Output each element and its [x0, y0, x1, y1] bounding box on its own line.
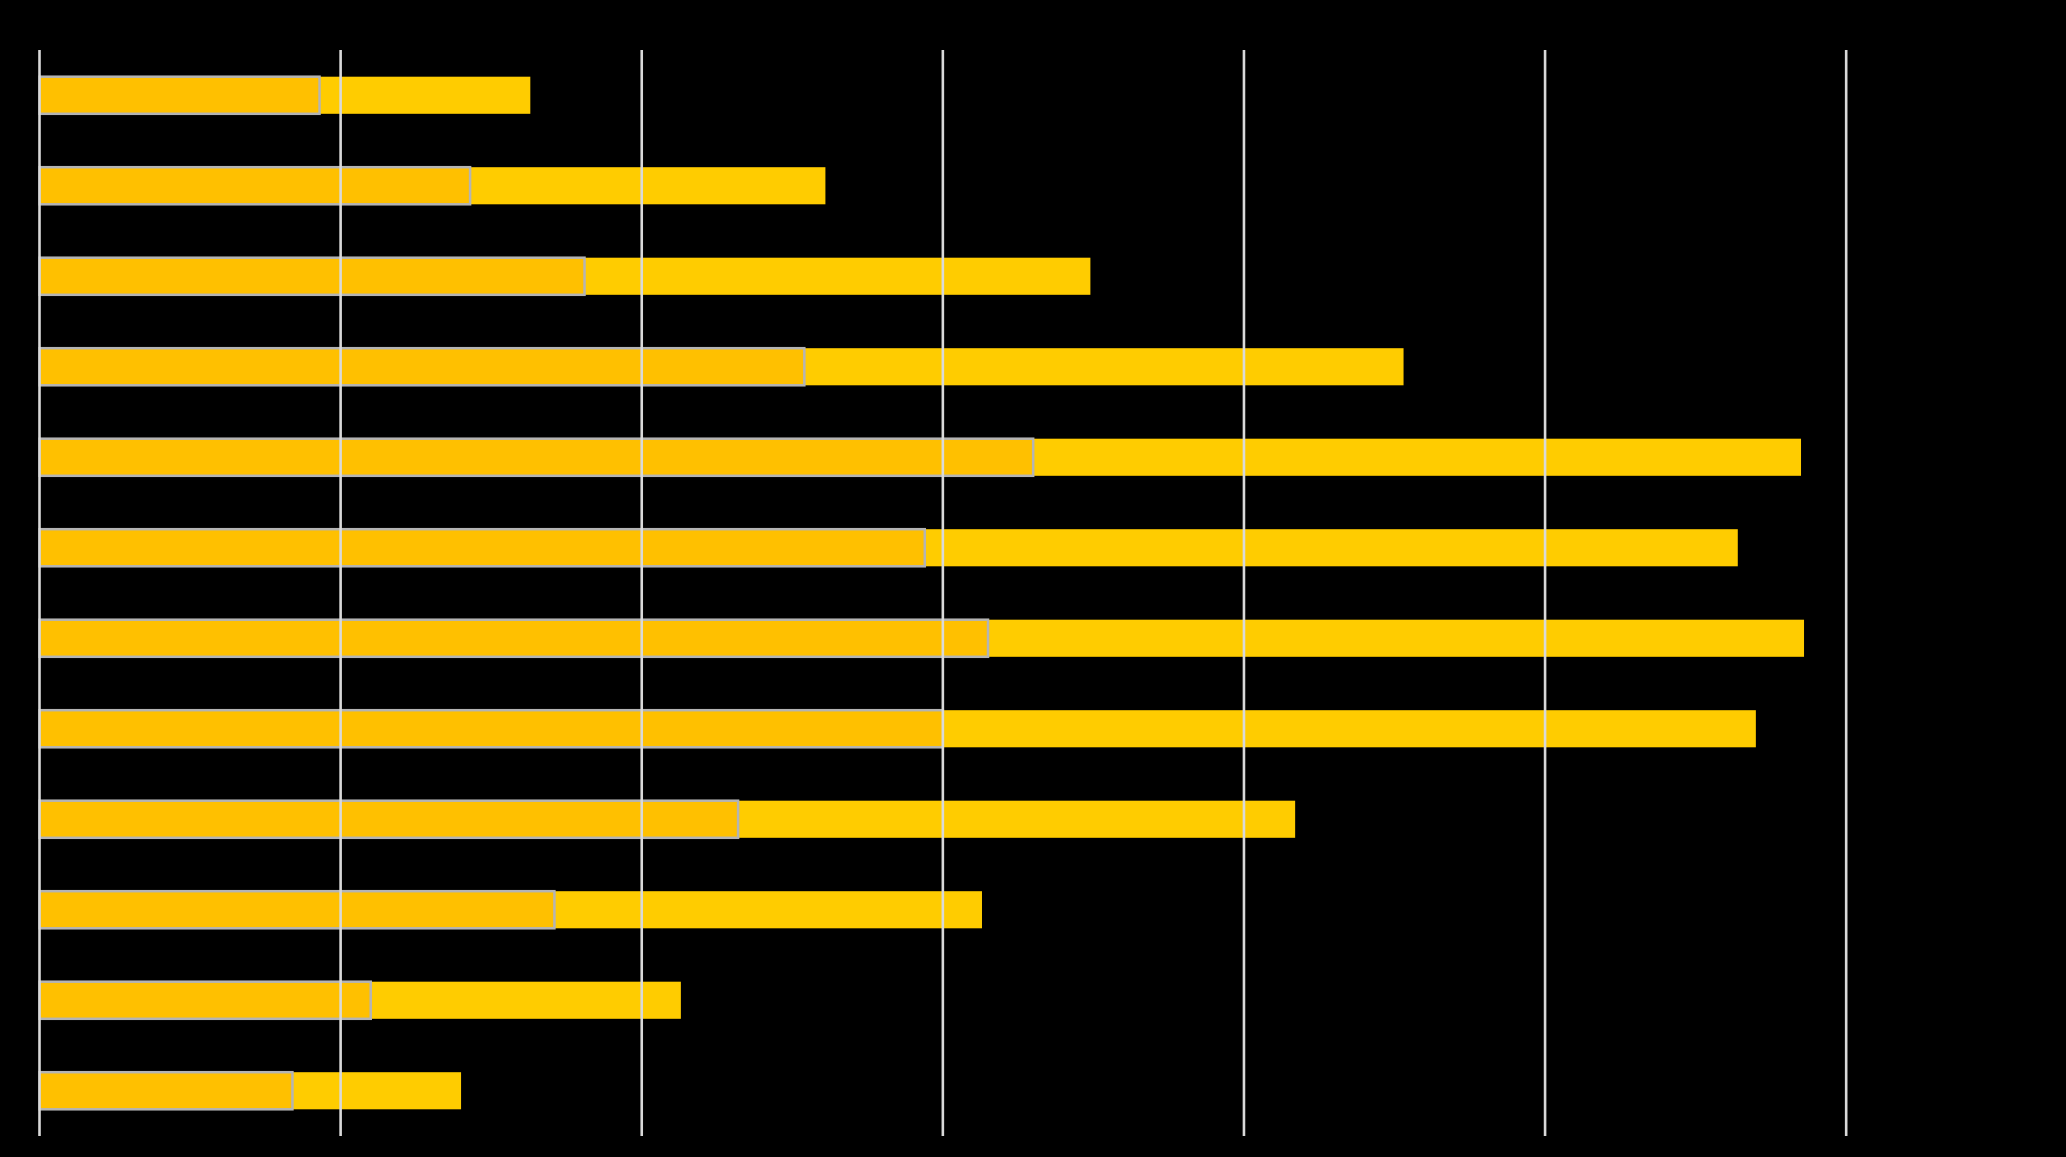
bar — [38, 708, 945, 749]
bar — [38, 1070, 294, 1111]
bar — [38, 75, 321, 116]
bar — [38, 618, 990, 659]
bar — [38, 527, 927, 568]
bar — [38, 799, 740, 840]
bar — [38, 437, 1035, 478]
bar — [38, 980, 372, 1021]
bar — [38, 346, 806, 387]
bar — [38, 889, 556, 930]
bar — [38, 165, 472, 206]
bar — [38, 256, 586, 297]
